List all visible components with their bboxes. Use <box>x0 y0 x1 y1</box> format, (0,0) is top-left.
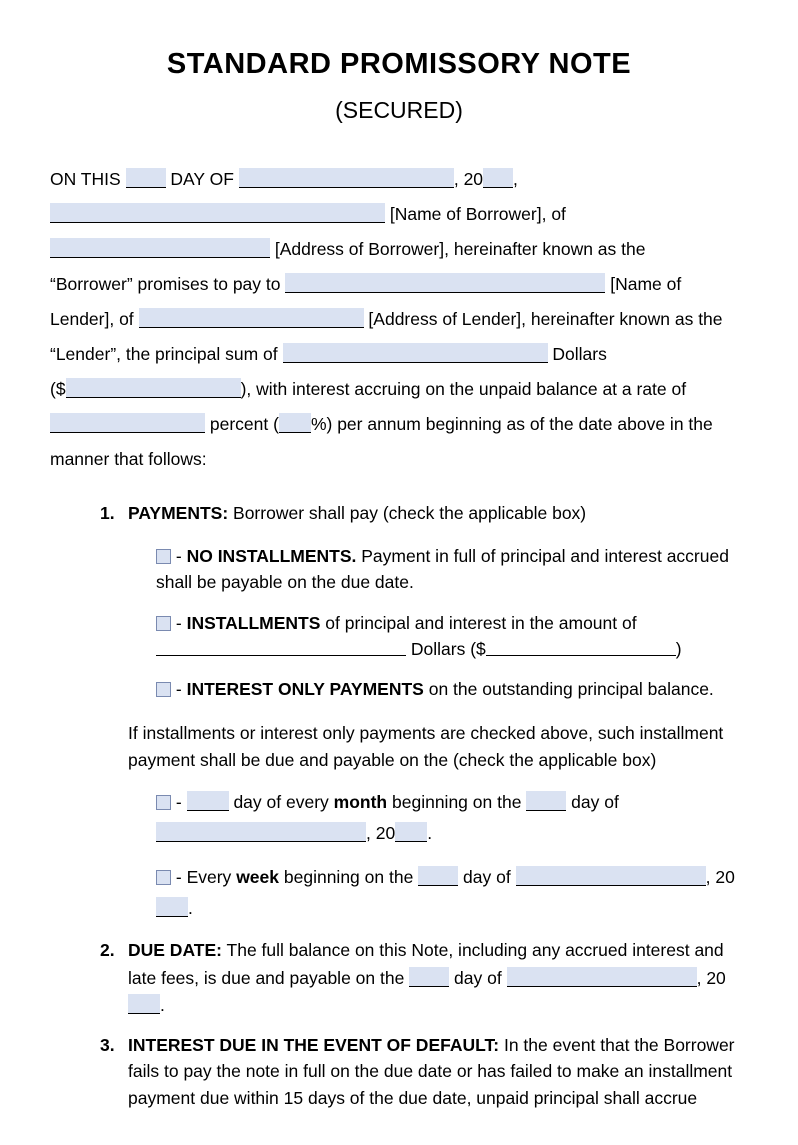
txt: percent ( <box>210 414 279 434</box>
field-rate-words[interactable] <box>50 413 205 433</box>
txt: [Name of Borrower], of <box>390 204 566 224</box>
txt: ), with interest accruing on the unpaid … <box>241 379 687 399</box>
field-due-month[interactable] <box>507 967 697 987</box>
txt: day of every <box>233 792 328 812</box>
field-due-year[interactable] <box>128 994 160 1014</box>
field-week-day[interactable] <box>418 866 458 886</box>
txt: [Name of <box>610 274 681 294</box>
field-month-start-day[interactable] <box>526 791 566 811</box>
field-year[interactable] <box>483 168 513 188</box>
option-installments: - INSTALLMENTS of principal and interest… <box>156 610 748 663</box>
txt: . <box>160 995 165 1015</box>
doc-title: STANDARD PROMISSORY NOTE <box>50 40 748 89</box>
section-payments: 1. PAYMENTS: Borrower shall pay (check t… <box>100 499 748 923</box>
txt: [Address of Lender], hereinafter known a… <box>368 309 722 329</box>
schedule-weekly: - Every week beginning on the day of , 2… <box>156 862 748 923</box>
txt: on the outstanding principal balance. <box>424 679 714 699</box>
txt: Lender], of <box>50 309 134 329</box>
field-rate-num[interactable] <box>279 413 311 433</box>
txt: Dollars ($ <box>411 639 486 659</box>
checkbox-no-installments[interactable] <box>156 549 171 564</box>
txt: , 20 <box>697 968 726 988</box>
section-due-date: 2. DUE DATE: The full balance on this No… <box>100 937 748 1018</box>
field-month-start-year[interactable] <box>395 822 427 842</box>
sec-num: 3. <box>100 1032 115 1058</box>
sections: 1. PAYMENTS: Borrower shall pay (check t… <box>50 499 748 1111</box>
txt: beginning on the <box>284 867 413 887</box>
txt: %) per annum beginning as of the date ab… <box>311 414 713 434</box>
checkbox-interest-only[interactable] <box>156 682 171 697</box>
txt: manner that follows: <box>50 449 207 469</box>
checkbox-weekly[interactable] <box>156 870 171 885</box>
txt: ) <box>676 639 682 659</box>
option-no-installments: - NO INSTALLMENTS. Payment in full of pr… <box>156 543 748 596</box>
sec-heading: DUE DATE: <box>128 940 222 960</box>
field-due-day[interactable] <box>409 967 449 987</box>
txt: “Borrower” promises to pay to <box>50 274 281 294</box>
txt: ON THIS <box>50 169 121 189</box>
field-lender-name[interactable] <box>285 273 605 293</box>
txt: , 20 <box>366 823 395 843</box>
schedule-monthly: - day of every month beginning on the da… <box>156 787 748 848</box>
option-interest-only: - INTEREST ONLY PAYMENTS on the outstand… <box>156 676 748 702</box>
txt: , <box>513 169 518 189</box>
intro-paragraph: ON THIS DAY OF , 20, [Name of Borrower],… <box>50 162 748 477</box>
sec-heading: INTEREST DUE IN THE EVENT OF DEFAULT: <box>128 1035 499 1055</box>
checkbox-monthly[interactable] <box>156 795 171 810</box>
txt: - <box>176 679 182 699</box>
txt: INTEREST ONLY PAYMENTS <box>187 679 424 699</box>
txt: day of <box>463 867 511 887</box>
txt: . <box>427 823 432 843</box>
txt: NO INSTALLMENTS. <box>187 546 357 566</box>
field-inst-words[interactable] <box>156 638 406 656</box>
section-default-interest: 3. INTEREST DUE IN THE EVENT OF DEFAULT:… <box>100 1032 748 1111</box>
field-month[interactable] <box>239 168 454 188</box>
field-borrower-addr[interactable] <box>50 238 270 258</box>
txt: of principal and interest in the amount … <box>320 613 636 633</box>
txt: Borrower shall pay (check the applicable… <box>233 503 586 523</box>
txt: DAY OF <box>170 169 234 189</box>
txt: , 20 <box>706 867 735 887</box>
sec-num: 2. <box>100 937 115 963</box>
field-month-start-month[interactable] <box>156 822 366 842</box>
txt: day of <box>571 792 619 812</box>
sec-heading: PAYMENTS: <box>128 503 228 523</box>
field-week-month[interactable] <box>516 866 706 886</box>
txt: INSTALLMENTS <box>187 613 321 633</box>
txt: week <box>236 867 279 887</box>
txt: Dollars <box>552 344 606 364</box>
field-month-dom[interactable] <box>187 791 229 811</box>
txt: month <box>334 792 387 812</box>
field-day[interactable] <box>126 168 166 188</box>
checkbox-installments[interactable] <box>156 616 171 631</box>
field-week-year[interactable] <box>156 897 188 917</box>
field-principal-num[interactable] <box>66 378 241 398</box>
field-inst-num[interactable] <box>486 638 676 656</box>
field-lender-addr[interactable] <box>139 308 364 328</box>
txt: [Address of Borrower], hereinafter known… <box>275 239 646 259</box>
sec-num: 1. <box>100 499 115 529</box>
txt: - <box>176 867 182 887</box>
txt: “Lender”, the principal sum of <box>50 344 278 364</box>
txt: beginning on the <box>392 792 521 812</box>
txt: Every <box>187 867 232 887</box>
txt: If installments or interest only payment… <box>128 723 723 769</box>
txt: , 20 <box>454 169 483 189</box>
txt: day of <box>449 968 506 988</box>
field-borrower-name[interactable] <box>50 203 385 223</box>
if-installments: If installments or interest only payment… <box>128 720 748 773</box>
txt: - <box>176 613 182 633</box>
field-principal-words[interactable] <box>283 343 548 363</box>
doc-subtitle: (SECURED) <box>50 91 748 130</box>
txt: - <box>176 792 182 812</box>
txt: . <box>188 898 193 918</box>
txt: - <box>176 546 182 566</box>
txt: ($ <box>50 379 66 399</box>
